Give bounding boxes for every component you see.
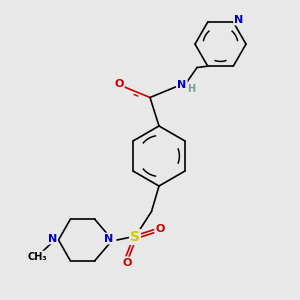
Text: N: N [104, 233, 113, 244]
Text: N: N [234, 15, 243, 25]
Text: H: H [187, 83, 195, 94]
Text: O: O [122, 257, 132, 268]
Text: N: N [48, 233, 57, 244]
Text: O: O [155, 224, 165, 234]
Text: CH₃: CH₃ [28, 251, 47, 262]
Text: O: O [114, 79, 124, 89]
Text: N: N [178, 80, 187, 90]
Text: S: S [130, 230, 140, 244]
